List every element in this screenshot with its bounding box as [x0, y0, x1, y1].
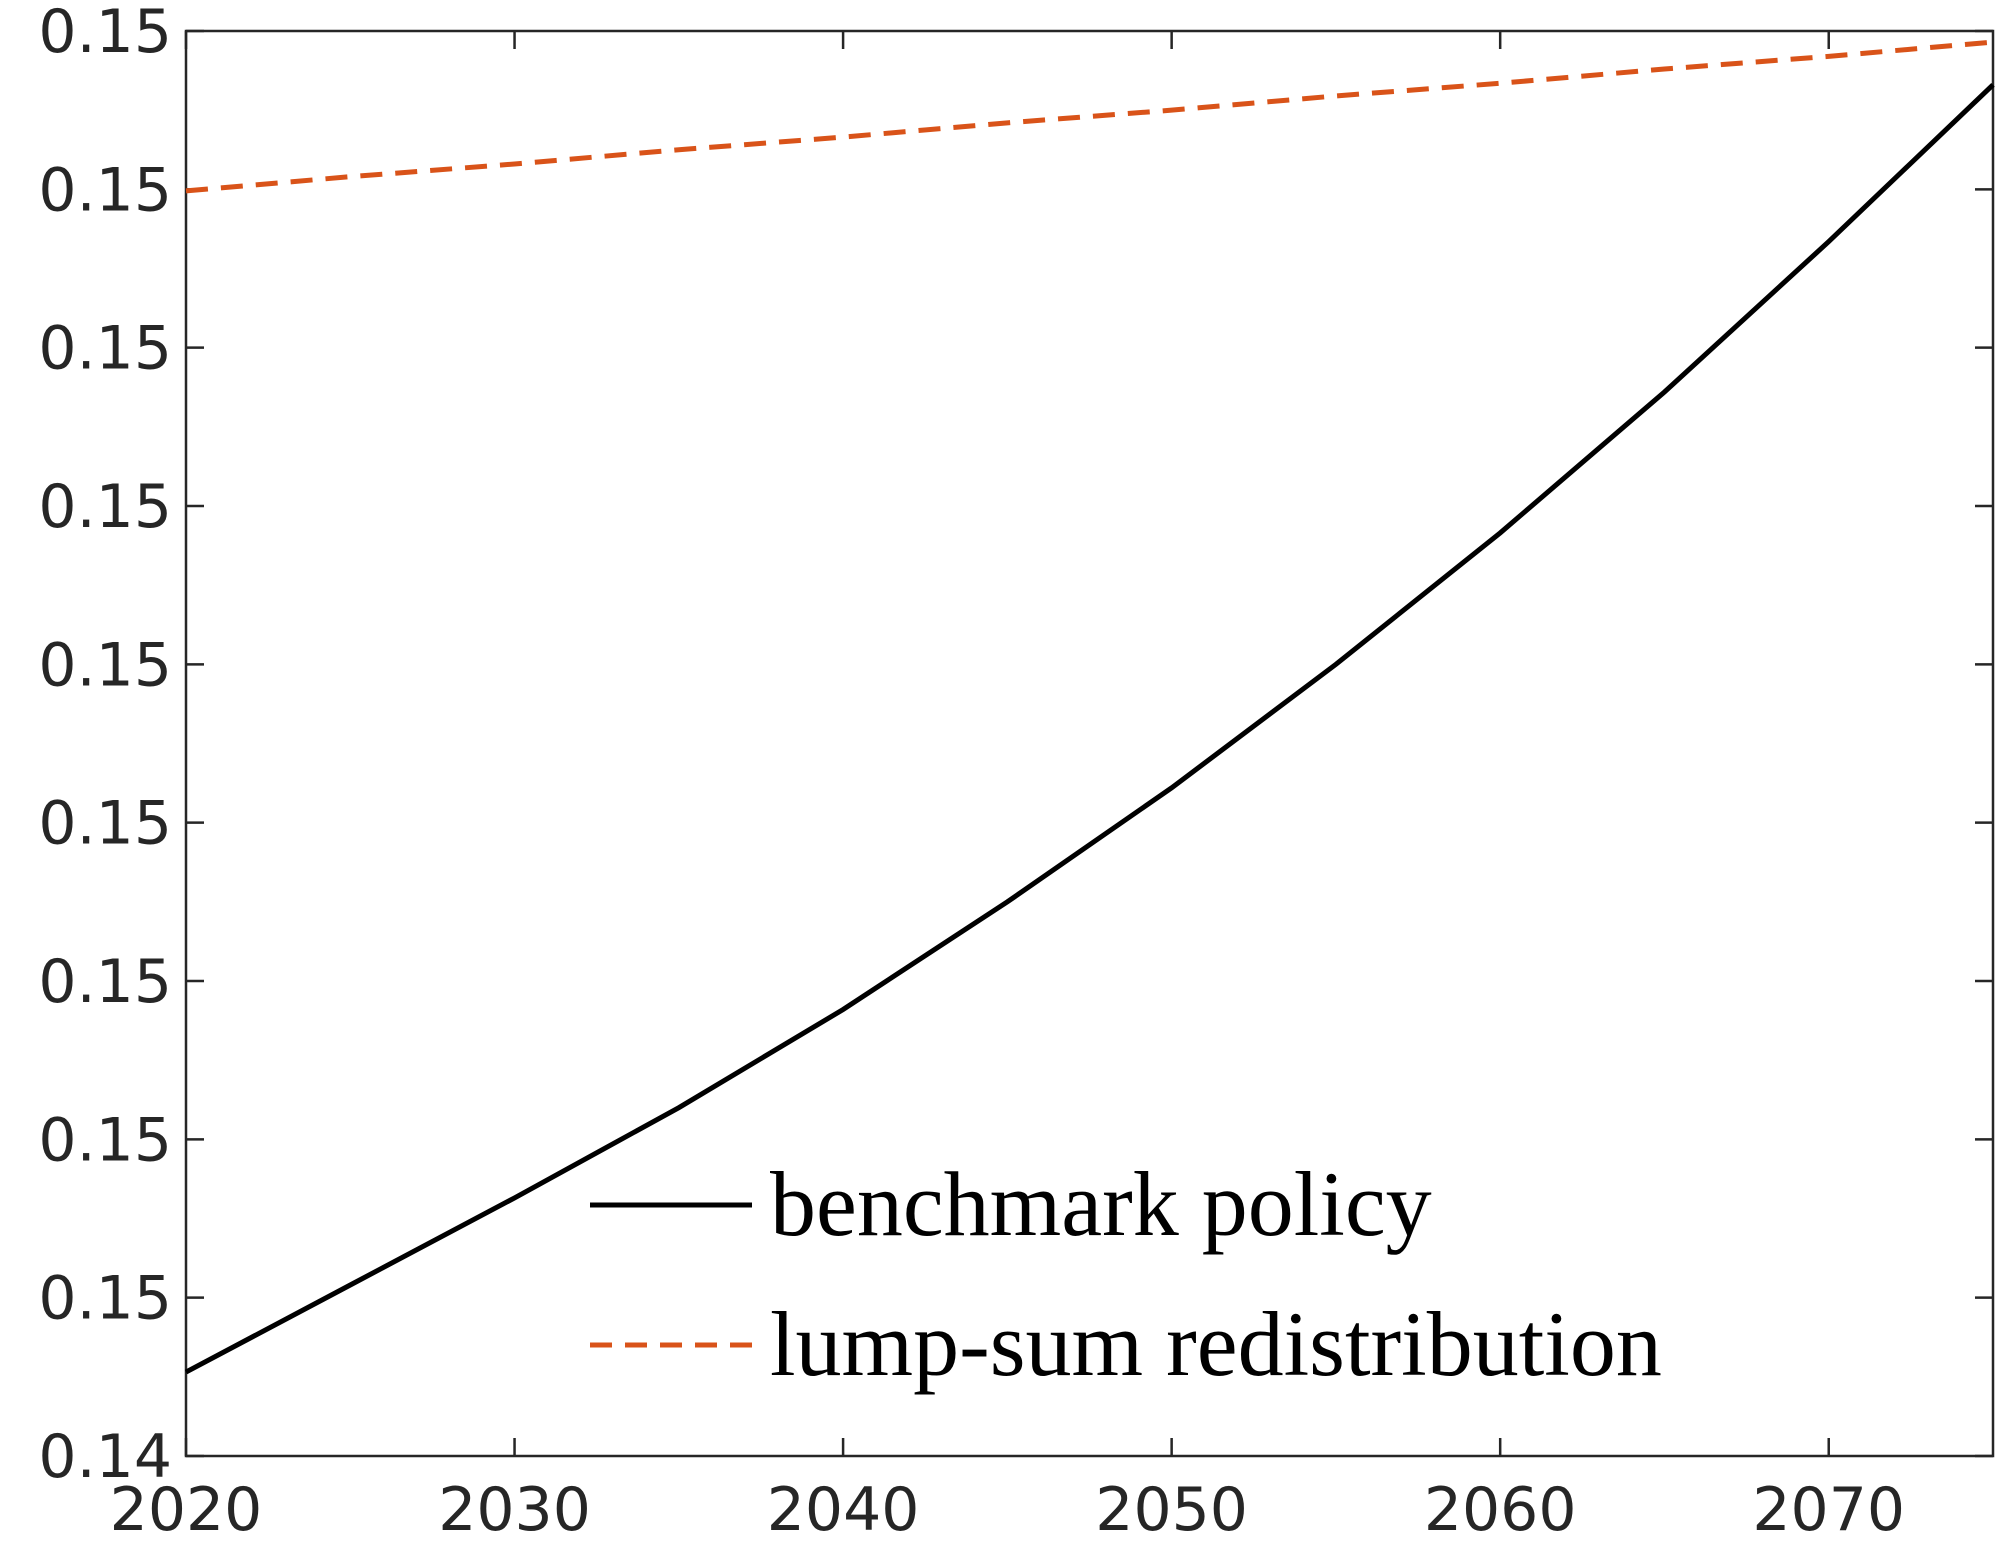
y-tick-label: 0.15 — [38, 472, 172, 542]
x-tick-label: 2060 — [1424, 1475, 1577, 1545]
x-tick-label: 2050 — [1095, 1475, 1248, 1545]
legend-label: benchmark policy — [770, 1153, 1432, 1255]
y-tick-label: 0.15 — [38, 0, 172, 67]
series-line — [185, 39, 1994, 194]
x-tick-label: 2040 — [767, 1475, 920, 1545]
x-tick-label: 2070 — [1752, 1475, 1905, 1545]
y-tick-label: 0.14 — [38, 1422, 172, 1492]
y-tick-label: 0.15 — [38, 947, 172, 1017]
y-tick-label: 0.15 — [38, 314, 172, 384]
x-tick-label: 2020 — [110, 1475, 263, 1545]
y-tick-label: 0.15 — [38, 1105, 172, 1175]
series-line — [184, 83, 1995, 1375]
plot-frame — [184, 29, 1995, 1458]
y-tick-label: 0.15 — [38, 789, 172, 859]
x-tick-label: 2030 — [438, 1475, 591, 1545]
y-tick-label: 0.15 — [38, 630, 172, 700]
legend-label: lump-sum redistribution — [770, 1293, 1662, 1395]
y-tick-label: 0.15 — [38, 155, 172, 225]
y-tick-label: 0.15 — [38, 1264, 172, 1334]
